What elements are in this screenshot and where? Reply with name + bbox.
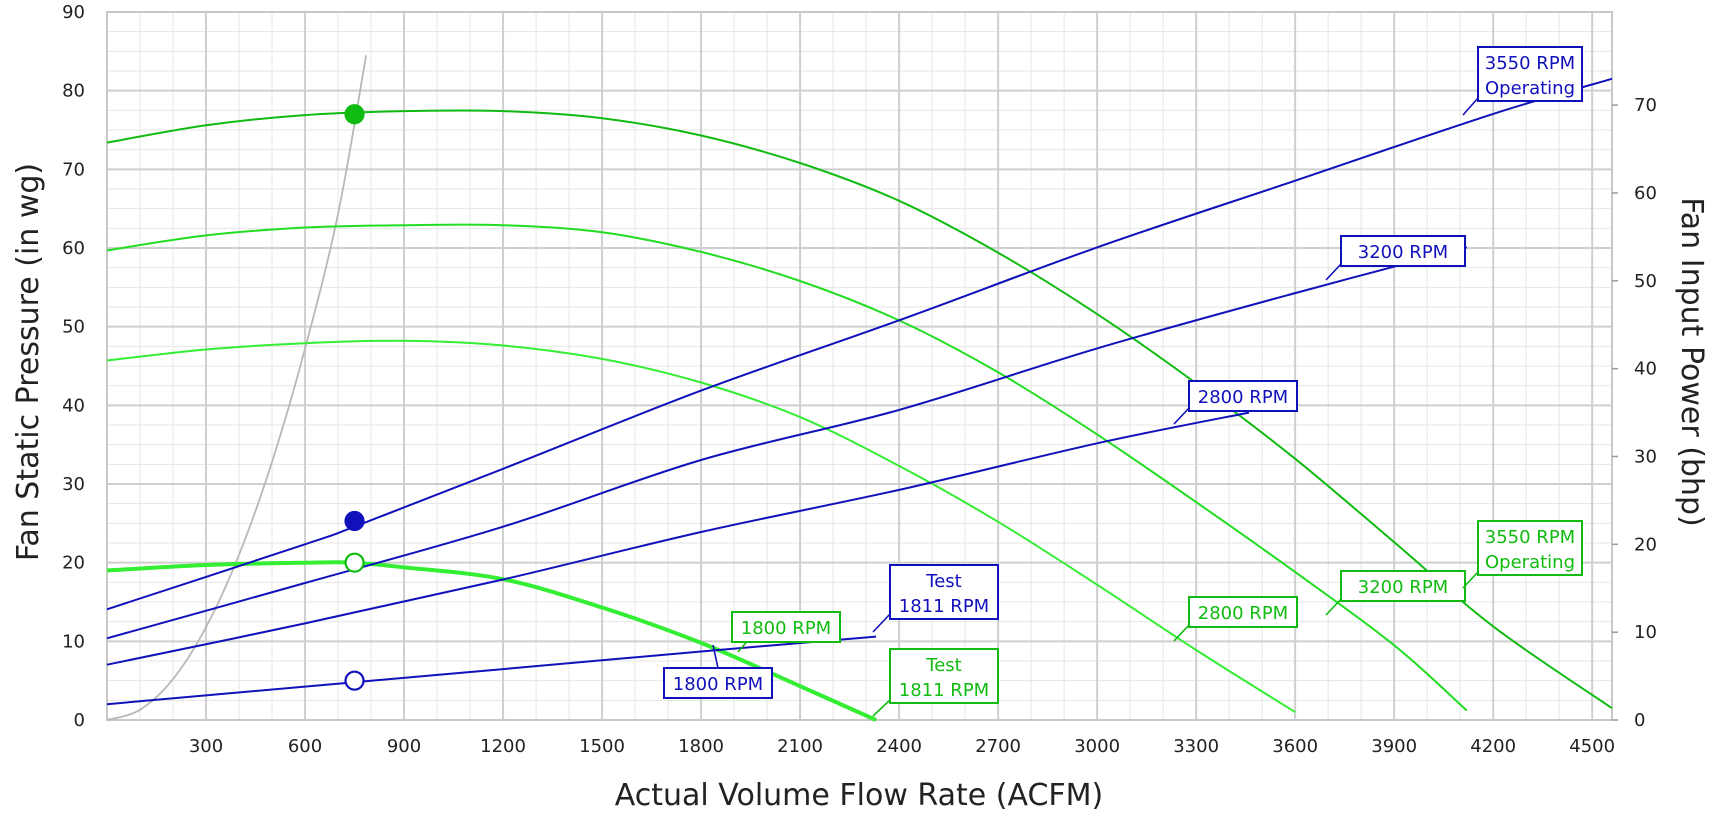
y2-axis-title: Fan Input Power (bhp) bbox=[1674, 197, 1709, 526]
x-tick-label: 1500 bbox=[579, 736, 625, 757]
curve-label-text: 3200 RPM bbox=[1358, 242, 1448, 263]
curve-label-text: 2800 RPM bbox=[1198, 603, 1288, 624]
x-axis-title: Actual Volume Flow Rate (ACFM) bbox=[615, 778, 1103, 813]
x-tick-label: 1800 bbox=[678, 736, 724, 757]
pressure-curve bbox=[106, 223, 1468, 712]
power-curve bbox=[106, 246, 1468, 640]
y-tick-label: 90 bbox=[62, 2, 85, 23]
x-tick-label: 2700 bbox=[975, 736, 1021, 757]
curve-label-text: 2800 RPM bbox=[1198, 387, 1288, 408]
curve-label-text: 3550 RPM bbox=[1485, 527, 1575, 548]
label-leader-line bbox=[1173, 407, 1190, 425]
curve-label-text: Test bbox=[925, 571, 961, 592]
curve-label-box bbox=[1188, 380, 1298, 412]
label-leader-line bbox=[1462, 571, 1479, 589]
curve-label-text: 1800 RPM bbox=[673, 674, 763, 695]
curve-label-box bbox=[1477, 520, 1583, 576]
curve-label-box bbox=[663, 667, 773, 699]
label-leader-line bbox=[712, 644, 719, 669]
operating-point-marker bbox=[344, 510, 365, 532]
curve-label-text: Operating bbox=[1485, 78, 1575, 99]
y2-tick-label: 50 bbox=[1634, 271, 1657, 292]
y2-tick-label: 60 bbox=[1634, 183, 1657, 204]
label-leader-line bbox=[1325, 263, 1342, 281]
pressure-curve bbox=[106, 109, 1613, 710]
curve-label-box bbox=[731, 611, 841, 643]
x-tick-label: 4200 bbox=[1470, 736, 1516, 757]
y-tick-label: 70 bbox=[62, 159, 85, 180]
x-tick-label: 900 bbox=[387, 736, 421, 757]
grid bbox=[106, 11, 1613, 721]
x-tick-label: 3900 bbox=[1371, 736, 1417, 757]
label-leader-line bbox=[1173, 624, 1190, 642]
x-tick-label: 3000 bbox=[1074, 736, 1120, 757]
label-leader-line bbox=[1325, 598, 1342, 616]
test-point-marker bbox=[344, 670, 365, 691]
y2-tick-label: 0 bbox=[1634, 710, 1645, 731]
curves bbox=[106, 55, 1613, 722]
curve-label-box bbox=[1340, 570, 1466, 602]
curve-label-box bbox=[1477, 46, 1583, 102]
y-tick-label: 0 bbox=[74, 710, 85, 731]
curve-label-text: Test bbox=[925, 655, 961, 676]
curve-label-text: 3200 RPM bbox=[1358, 577, 1448, 598]
y2-tick-label: 10 bbox=[1634, 622, 1657, 643]
y-tick-label: 50 bbox=[62, 317, 85, 338]
curve-label-box bbox=[889, 648, 999, 704]
power-curve bbox=[106, 411, 1250, 666]
curve-label-text: 1811 RPM bbox=[899, 596, 989, 617]
system-curve bbox=[106, 55, 367, 721]
test-point-marker bbox=[344, 552, 365, 573]
curve-label-box bbox=[889, 564, 999, 620]
plot-frame bbox=[106, 11, 1613, 721]
curve-label-text: 1811 RPM bbox=[899, 680, 989, 701]
curve-label-box bbox=[1340, 235, 1466, 267]
curve-labels: 3550 RPM Operating 3200 RPM 2800 RPM Test 181… bbox=[663, 46, 1583, 717]
label-leader-line bbox=[872, 699, 891, 717]
power-curve bbox=[106, 77, 1613, 611]
x-tick-label: 4500 bbox=[1569, 736, 1615, 757]
curve-label-box bbox=[1188, 596, 1298, 628]
curve-label-text: Operating bbox=[1485, 552, 1575, 573]
y-tick-label: 40 bbox=[62, 395, 85, 416]
axes: 300 600 900 1200 1500 1800 2100 2400 2700 3000 330… bbox=[62, 2, 1657, 757]
y-axis-title: Fan Static Pressure (in wg) bbox=[11, 163, 46, 561]
x-tick-label: 2400 bbox=[876, 736, 922, 757]
operating-point-marker bbox=[344, 104, 365, 125]
y2-tick-label: 70 bbox=[1634, 95, 1657, 116]
y-tick-label: 30 bbox=[62, 474, 85, 495]
curve-label-text: 3550 RPM bbox=[1485, 53, 1575, 74]
x-tick-label: 2100 bbox=[777, 736, 823, 757]
operating-points bbox=[344, 104, 365, 691]
y-tick-label: 60 bbox=[62, 238, 85, 259]
y2-tick-label: 30 bbox=[1634, 446, 1657, 467]
curve-label-text: 1800 RPM bbox=[741, 618, 831, 639]
x-tick-label: 3300 bbox=[1173, 736, 1219, 757]
y-tick-label: 80 bbox=[62, 81, 85, 102]
x-tick-label: 600 bbox=[288, 736, 322, 757]
x-tick-label: 1200 bbox=[480, 736, 526, 757]
x-tick-label: 3600 bbox=[1272, 736, 1318, 757]
y2-tick-label: 20 bbox=[1634, 534, 1657, 555]
power-curve bbox=[106, 635, 877, 706]
label-leader-line bbox=[872, 613, 891, 633]
x-tick-label: 300 bbox=[189, 736, 223, 757]
y-tick-label: 20 bbox=[62, 553, 85, 574]
label-leader-line bbox=[1462, 97, 1479, 116]
y-tick-label: 10 bbox=[62, 631, 85, 652]
y2-tick-label: 40 bbox=[1634, 359, 1657, 380]
